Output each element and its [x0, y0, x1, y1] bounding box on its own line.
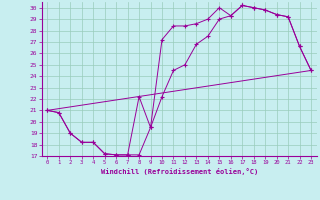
X-axis label: Windchill (Refroidissement éolien,°C): Windchill (Refroidissement éolien,°C)	[100, 168, 258, 175]
